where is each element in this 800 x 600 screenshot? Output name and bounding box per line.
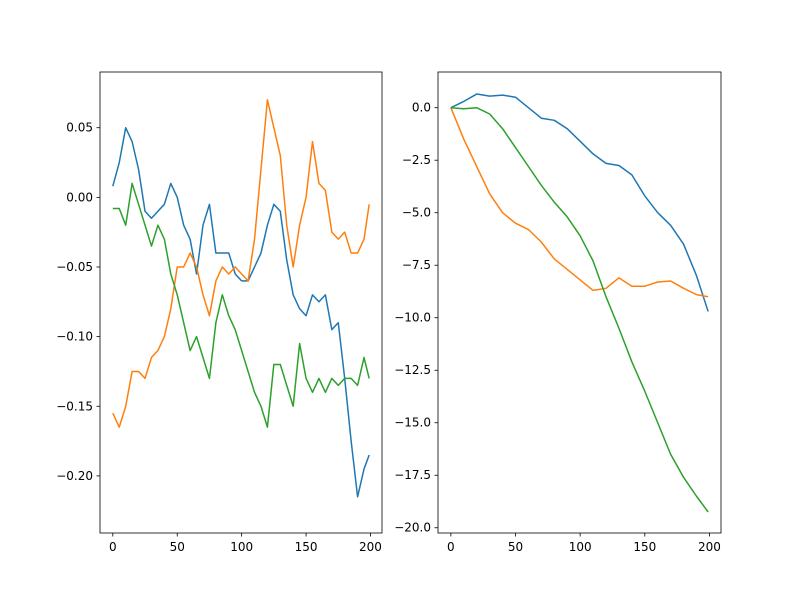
y-tick-label: 0.0	[412, 101, 431, 115]
x-tick-label: 50	[170, 540, 185, 554]
y-tick-label: −10.0	[394, 311, 431, 325]
y-tick-label: −0.10	[56, 330, 93, 344]
data-line	[112, 182, 370, 428]
y-tick-label: −5.0	[402, 206, 431, 220]
x-tick-label: 50	[508, 540, 523, 554]
axes-frame	[437, 71, 722, 534]
x-tick-label: 200	[698, 540, 721, 554]
y-tick-label: −17.5	[394, 468, 431, 482]
y-tick-label: −20.0	[394, 521, 431, 535]
y-tick-label: −0.05	[56, 260, 93, 274]
x-tick-label: 100	[230, 540, 253, 554]
y-tick-label: −12.5	[394, 363, 431, 377]
x-tick-label: 0	[447, 540, 455, 554]
data-line	[450, 107, 709, 298]
axes-frame	[99, 71, 383, 534]
data-line	[450, 106, 709, 513]
y-tick-label: −0.15	[56, 399, 93, 413]
y-tick-label: 0.05	[66, 121, 93, 135]
y-tick-label: −7.5	[402, 258, 431, 272]
y-tick-label: 0.00	[66, 190, 93, 204]
y-tick-label: −0.20	[56, 469, 93, 483]
y-tick-label: −15.0	[394, 416, 431, 430]
x-tick-label: 0	[109, 540, 117, 554]
x-tick-label: 150	[633, 540, 656, 554]
x-tick-label: 100	[569, 540, 592, 554]
data-line	[112, 126, 370, 498]
x-tick-label: 200	[359, 540, 382, 554]
data-line	[450, 93, 709, 312]
data-line	[112, 99, 370, 428]
x-tick-label: 150	[295, 540, 318, 554]
y-tick-label: −2.5	[402, 153, 431, 167]
